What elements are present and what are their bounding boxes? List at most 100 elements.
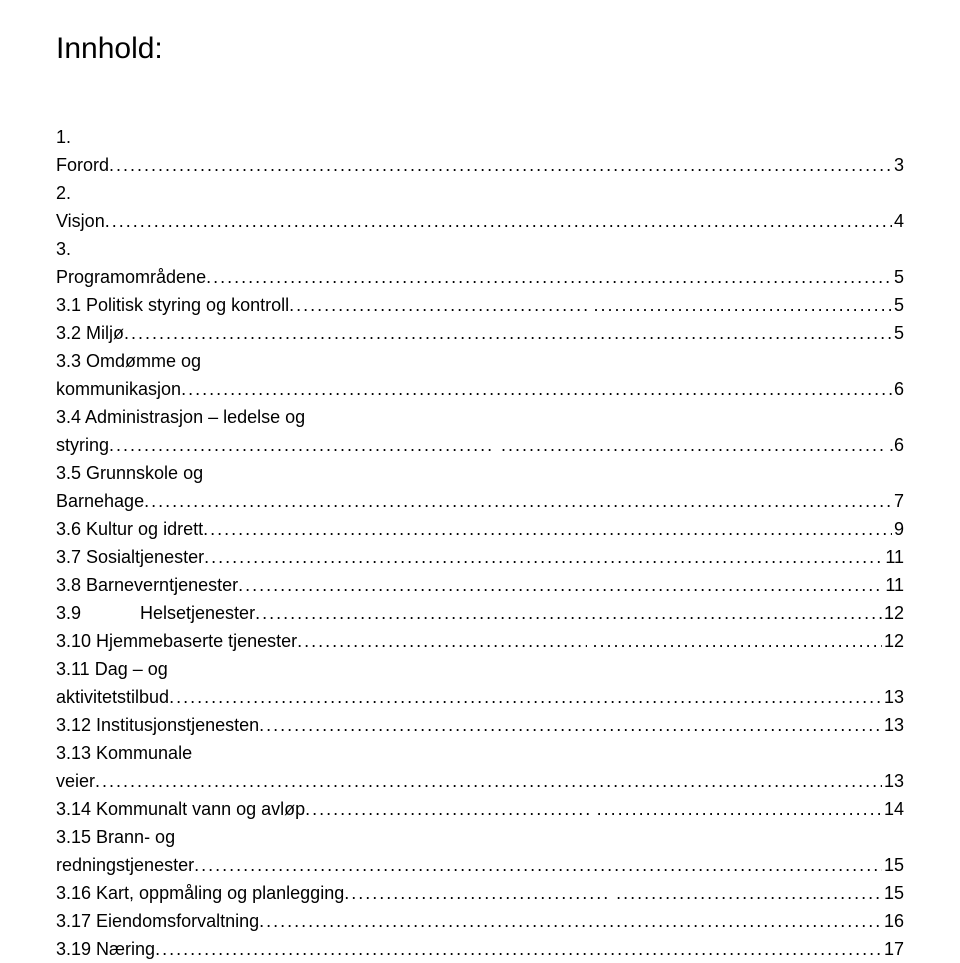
toc-leader-dots: ........................................… [95, 768, 882, 795]
toc-leader-dots: ........................................… [203, 516, 892, 543]
toc-page-number: 7 [892, 488, 904, 515]
toc-entry-label: 3.6 Kultur og idrett [56, 516, 203, 543]
toc-row: 3.17 Eiendomsforvaltning................… [56, 908, 904, 935]
toc-row: 3.6 Kultur og idrett....................… [56, 516, 904, 543]
toc-row: 3.3 Omdømme og [56, 348, 904, 375]
toc-page-number: 13 [882, 768, 904, 795]
toc-entry-label: 3.16 Kart, oppmåling og planlegging [56, 880, 344, 907]
toc-row: 3.13 Kommunale [56, 740, 904, 767]
toc-leader-dots: ........................................… [109, 432, 495, 459]
toc-leader-dots: ........................................… [344, 880, 610, 907]
toc-leader-dots: ........................................… [105, 208, 892, 235]
toc-entry-label: 2. [56, 180, 71, 207]
toc-leader-dots: ........................................… [109, 152, 892, 179]
toc-leader-dots: ........................................… [255, 600, 882, 627]
toc-page-number: 16 [882, 908, 904, 935]
toc-entry-label: 3.12 Institusjonstjenesten [56, 712, 259, 739]
toc-entry-label: 3.10 Hjemmebaserte tjenester [56, 628, 297, 655]
toc-row: 3.19 Næring.............................… [56, 936, 904, 963]
toc-leader-dots: ........................................… [169, 684, 882, 711]
toc-entry-label: 3.19 Næring [56, 936, 155, 963]
toc-entry-label: redningstjenester [56, 852, 194, 879]
toc-entry-label: styring [56, 432, 109, 459]
toc-row: 3.16 Kart, oppmåling og planlegging.....… [56, 880, 904, 907]
toc-row: 3.15 Brann- og [56, 824, 904, 851]
toc-page-number: 9 [892, 516, 904, 543]
toc-page-number: 3 [892, 152, 904, 179]
toc-row: 3.5 Grunnskole og [56, 460, 904, 487]
toc-row: 3. [56, 236, 904, 263]
toc-row: veier...................................… [56, 768, 904, 795]
toc-row: aktivitetstilbud........................… [56, 684, 904, 711]
toc-leader-dots: ........................................… [238, 572, 883, 599]
toc-leader-dots: ........................................… [259, 712, 882, 739]
toc-row: 3.1 Politisk styring og kontroll........… [56, 292, 904, 319]
toc-row: 3.4 Administrasjon – ledelse og [56, 404, 904, 431]
toc-entry-label: 1. [56, 124, 71, 151]
toc-leader-dots: ........................................… [305, 796, 590, 823]
toc-page-number: 4 [892, 208, 904, 235]
toc-leader-dots: ........................................… [597, 796, 882, 823]
table-of-contents: 1.Forord................................… [56, 124, 904, 963]
toc-row: Programområdene.........................… [56, 264, 904, 291]
toc-entry-label: 3.11 Dag – og [56, 656, 168, 683]
toc-entry-label: 3. [56, 236, 71, 263]
toc-leader-dots: ........................................… [297, 628, 586, 655]
toc-page-number: 5 [892, 320, 904, 347]
toc-page-number: 11 [883, 544, 904, 571]
toc-entry-label: 3.17 Eiendomsforvaltning [56, 908, 259, 935]
toc-entry-label: Programområdene [56, 264, 206, 291]
toc-page-number: 14 [882, 796, 904, 823]
toc-row: Forord..................................… [56, 152, 904, 179]
toc-row: 3.2 Miljø...............................… [56, 320, 904, 347]
toc-row: 3.10 Hjemmebaserte tjenester............… [56, 628, 904, 655]
toc-leader-dots: ........................................… [181, 376, 892, 403]
toc-entry-label: kommunikasjon [56, 376, 181, 403]
toc-row: redningstjenester.......................… [56, 852, 904, 879]
toc-page-number: 12 [882, 628, 904, 655]
toc-row: kommunikasjon...........................… [56, 376, 904, 403]
toc-leader-dots: ........................................… [616, 880, 882, 907]
toc-leader-dots: ........................................… [204, 544, 883, 571]
page-title: Innhold: [56, 32, 904, 66]
toc-leader-dots: ........................................… [594, 292, 892, 319]
toc-row: 3.12 Institusjonstjenesten..............… [56, 712, 904, 739]
toc-entry-label: 3.7 Sosialtjenester [56, 544, 204, 571]
toc-page-number: 15 [882, 880, 904, 907]
toc-page-number: 11 [883, 572, 904, 599]
toc-row: Barnehage...............................… [56, 488, 904, 515]
toc-entry-label: 3.3 Omdømme og [56, 348, 201, 375]
toc-row: 3.11 Dag – og [56, 656, 904, 683]
toc-leader-dots: ........................................… [155, 936, 882, 963]
toc-entry-label: veier [56, 768, 95, 795]
toc-page-number: 13 [882, 712, 904, 739]
toc-entry-label: Barnehage [56, 488, 144, 515]
toc-row: styring.................................… [56, 432, 904, 459]
toc-row: 3.8 Barneverntjenester..................… [56, 572, 904, 599]
toc-page-number: 17 [882, 936, 904, 963]
toc-page-number: 12 [882, 600, 904, 627]
toc-entry-label: 3.5 Grunnskole og [56, 460, 203, 487]
toc-row: Visjon..................................… [56, 208, 904, 235]
toc-row: 3.14 Kommunalt vann og avløp............… [56, 796, 904, 823]
toc-entry-label: 3.14 Kommunalt vann og avløp [56, 796, 305, 823]
toc-row: 1. [56, 124, 904, 151]
toc-entry-label: 3.1 Politisk styring og kontroll [56, 292, 289, 319]
toc-row: 2. [56, 180, 904, 207]
toc-entry-label: aktivitetstilbud [56, 684, 169, 711]
toc-entry-label: 3.8 Barneverntjenester [56, 572, 238, 599]
toc-entry-label: Forord [56, 152, 109, 179]
toc-leader-dots: ........................................… [144, 488, 892, 515]
toc-row: 3.7 Sosialtjenester.....................… [56, 544, 904, 571]
toc-leader-dots: ........................................… [593, 628, 882, 655]
toc-entry-label: 3.9Helsetjenester [56, 600, 255, 627]
toc-page-number: .6 [887, 432, 904, 459]
toc-page-number: 13 [882, 684, 904, 711]
toc-page-number: 5 [892, 292, 904, 319]
toc-leader-dots: ........................................… [259, 908, 882, 935]
toc-leader-dots: ........................................… [124, 320, 892, 347]
toc-leader-dots: ........................................… [194, 852, 882, 879]
toc-entry-label: 3.2 Miljø [56, 320, 124, 347]
toc-leader-dots: ........................................… [289, 292, 587, 319]
toc-page-number: 6 [892, 376, 904, 403]
